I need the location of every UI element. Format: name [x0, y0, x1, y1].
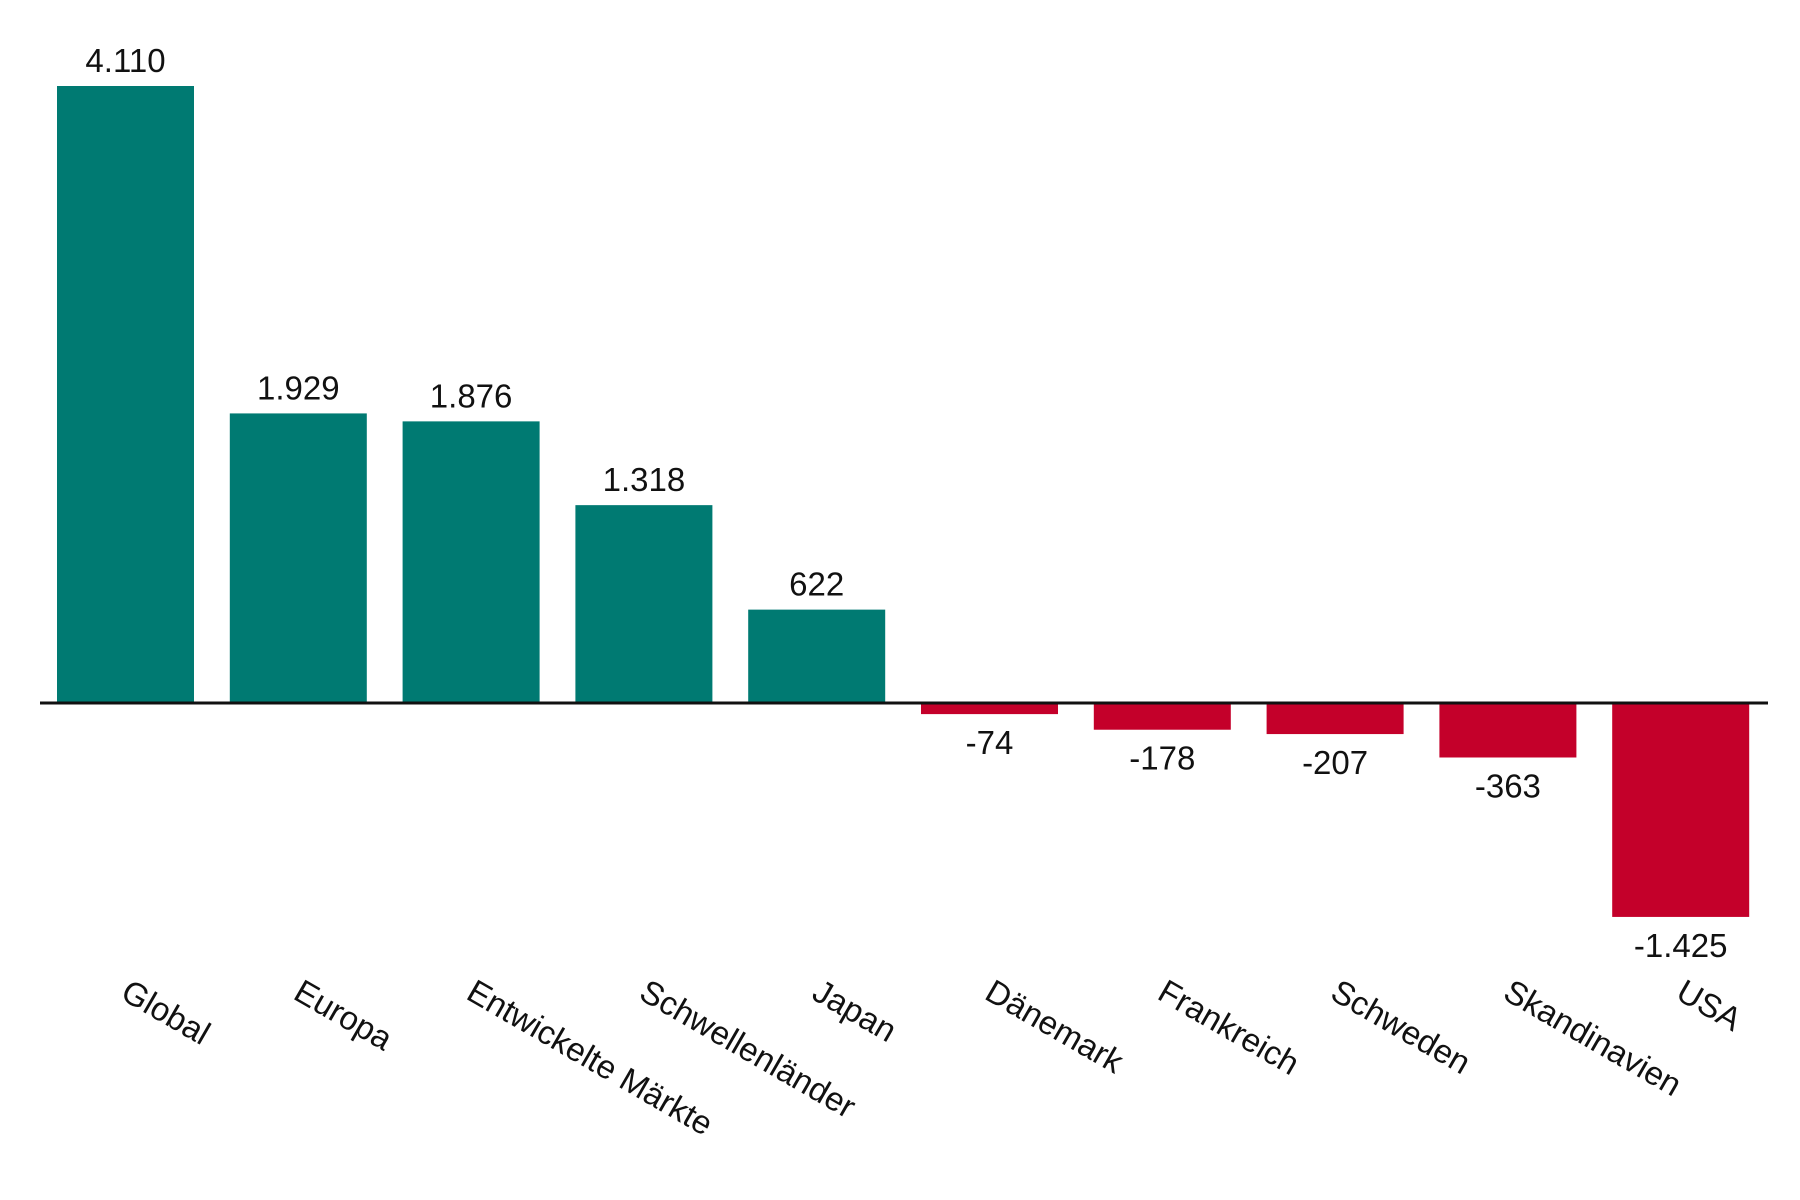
value-label-6: -178 [1129, 740, 1195, 777]
value-label-8: -363 [1475, 767, 1541, 804]
bar-9 [1612, 703, 1750, 917]
category-label-8: Skandinavien [1498, 972, 1688, 1103]
bar-3 [575, 505, 713, 703]
bar-2 [402, 421, 540, 703]
value-label-5: -74 [966, 724, 1014, 761]
category-label-6: Frankreich [1152, 972, 1306, 1082]
value-label-3: 1.318 [603, 461, 686, 498]
value-label-4: 622 [789, 566, 844, 603]
value-labels-group: 4.110 1.929 1.876 1.318 622 -74 -178 -207 -363 -1… [85, 42, 1727, 964]
bar-7 [1266, 703, 1404, 735]
bar-6 [1093, 703, 1231, 730]
bars-group [57, 86, 1750, 917]
value-label-9: -1.425 [1634, 927, 1728, 964]
bar-0 [57, 86, 194, 703]
bar-5 [921, 703, 1058, 715]
category-labels-group: Global Europa Entwickelte MärkteSchwellenl… [116, 972, 1748, 1143]
category-label-1: Europa [288, 972, 399, 1058]
bar-4 [748, 609, 886, 703]
category-label-9: USA [1671, 972, 1748, 1038]
value-label-0: 4.110 [85, 42, 165, 79]
category-label-7: Schweden [1325, 972, 1477, 1081]
value-label-2: 1.876 [430, 377, 513, 414]
value-label-7: -207 [1302, 744, 1368, 781]
bar-8 [1439, 703, 1577, 758]
category-label-0: Global [116, 972, 217, 1052]
category-label-4: Japan [807, 972, 903, 1049]
category-label-5: Dänemark [980, 972, 1131, 1080]
bar-1 [229, 413, 367, 703]
value-label-1: 1.929 [257, 369, 340, 406]
